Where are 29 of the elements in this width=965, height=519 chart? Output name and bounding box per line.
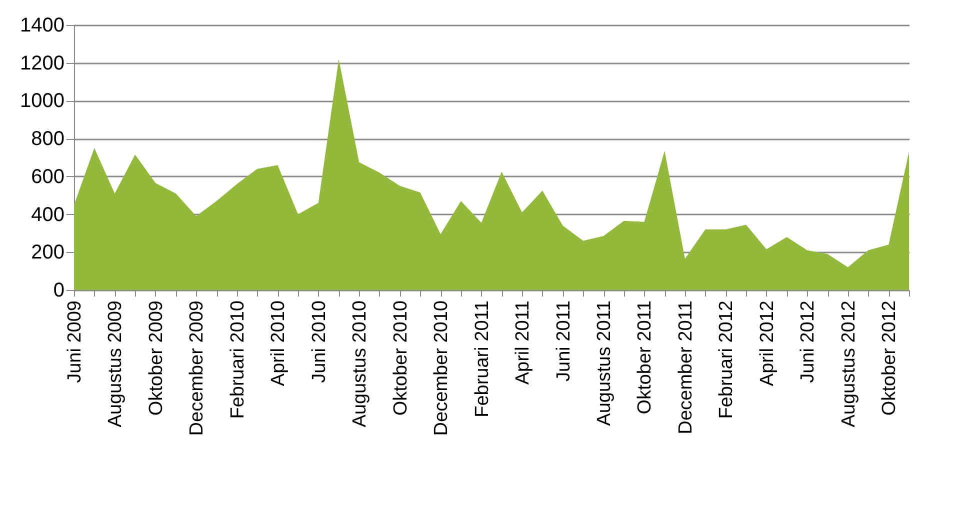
x-tick-label: Augustus 2009 xyxy=(105,300,126,428)
x-tick-label: April 2011 xyxy=(512,300,534,385)
y-tick-label: 800 xyxy=(31,128,64,150)
x-tick-label: Oktober 2012 xyxy=(879,300,900,416)
x-tick-label: Februari 2012 xyxy=(716,300,738,419)
x-tick-label: Juni 2010 xyxy=(308,300,330,383)
x-tick-label: December 2010 xyxy=(431,300,452,436)
y-tick-label: 200 xyxy=(31,242,64,264)
x-tick-label: December 2009 xyxy=(186,300,208,436)
y-tick-label: 1400 xyxy=(20,14,64,36)
x-tick-label: Februari 2010 xyxy=(227,300,248,419)
x-tick-label: Augustus 2011 xyxy=(594,300,616,426)
x-tick-label: Oktober 2009 xyxy=(146,300,167,416)
x-tick-label: Oktober 2011 xyxy=(634,300,656,414)
x-tick-label: Februari 2011 xyxy=(472,300,493,418)
y-tick-label: 1000 xyxy=(20,90,64,112)
y-tick-label: 1200 xyxy=(20,52,64,74)
x-tick-label: Augustus 2010 xyxy=(350,300,371,428)
x-tick-label: Oktober 2010 xyxy=(390,300,412,416)
x-tick-label: Augustus 2012 xyxy=(838,300,860,428)
y-tick-label: 0 xyxy=(53,280,64,302)
x-tick-label: April 2010 xyxy=(268,300,290,386)
x-tick-label: Juni 2011 xyxy=(553,300,574,382)
x-tick-label: December 2011 xyxy=(675,300,696,434)
y-tick-label: 400 xyxy=(31,204,64,226)
x-tick-label: Juni 2012 xyxy=(798,300,819,383)
y-tick-label: 600 xyxy=(31,166,64,188)
x-tick-label: Juni 2009 xyxy=(64,300,86,383)
x-tick-label: April 2012 xyxy=(756,300,778,386)
